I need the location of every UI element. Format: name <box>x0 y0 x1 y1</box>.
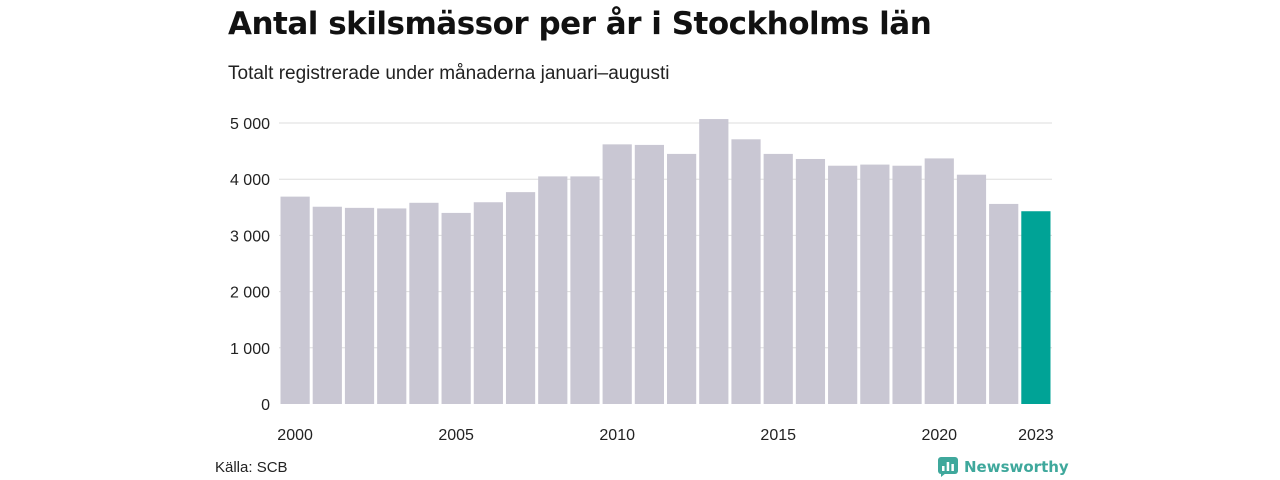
brand-name: Newsworthy <box>964 458 1069 476</box>
bar-2001 <box>312 206 342 404</box>
bar-2017 <box>828 165 858 404</box>
bar-2019 <box>892 165 922 404</box>
chart-title: Antal skilsmässor per år i Stockholms lä… <box>228 6 932 42</box>
y-tick-label: 3 000 <box>230 228 270 245</box>
brand-logo: Newsworthy <box>938 456 1069 478</box>
x-axis-tick-labels: 2000 2005 2010 2015 2020 2023 <box>277 427 1053 444</box>
bar-2010 <box>602 144 632 404</box>
bar-2018 <box>860 164 890 404</box>
gridlines <box>279 122 1052 349</box>
bars <box>280 119 1051 404</box>
bar-2004 <box>409 202 439 404</box>
y-tick-label: 4 000 <box>230 172 270 189</box>
x-tick-label: 2023 <box>1018 427 1054 444</box>
bar-2002 <box>344 207 375 404</box>
bar-2022 <box>989 203 1019 404</box>
bar-2008 <box>538 176 568 404</box>
bar-2007 <box>505 192 536 404</box>
x-tick-label: 2020 <box>921 427 957 444</box>
newsworthy-logo-icon <box>938 457 958 477</box>
bar-2005 <box>441 212 471 404</box>
bar-2020 <box>924 158 954 404</box>
x-tick-label: 2000 <box>277 427 313 444</box>
x-tick-label: 2010 <box>599 427 635 444</box>
bar-2006 <box>473 202 503 404</box>
bar-2021 <box>956 174 987 404</box>
y-tick-label: 5 000 <box>230 116 270 133</box>
bar-2012 <box>667 153 697 404</box>
bar-2011 <box>634 144 664 404</box>
y-tick-label: 1 000 <box>230 341 270 358</box>
bar-2013 <box>699 119 729 404</box>
y-axis-tick-labels: 0 1 000 2 000 3 000 4 000 5 000 <box>230 116 270 414</box>
y-tick-label: 0 <box>261 397 270 414</box>
bar-2014 <box>731 139 761 404</box>
bar-2003 <box>377 208 407 404</box>
x-tick-label: 2005 <box>438 427 474 444</box>
bar-2016 <box>795 158 826 404</box>
source-note: Källa: SCB <box>215 459 288 476</box>
chart-subtitle: Totalt registrerade under månaderna janu… <box>228 63 670 84</box>
x-tick-label: 2015 <box>760 427 796 444</box>
y-tick-label: 2 000 <box>230 285 270 302</box>
bar-2009 <box>570 176 600 404</box>
bar-2023 <box>1021 211 1051 404</box>
bar-2000 <box>280 196 310 404</box>
bar-2015 <box>763 153 793 404</box>
